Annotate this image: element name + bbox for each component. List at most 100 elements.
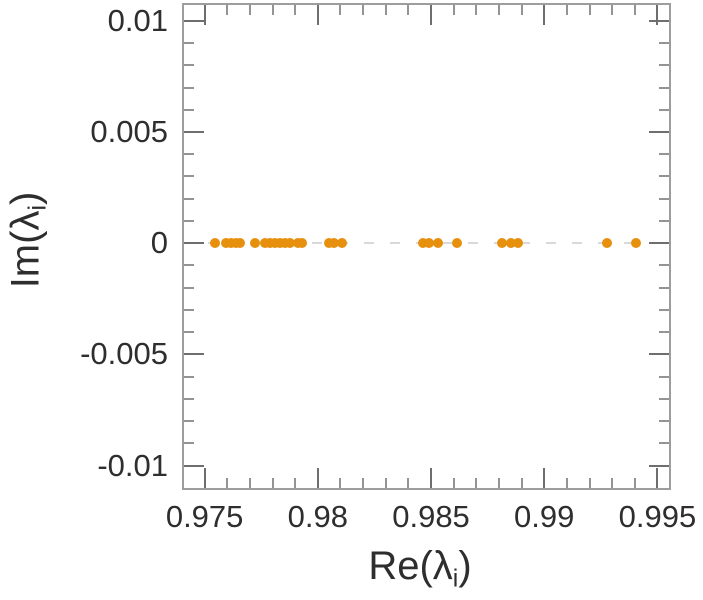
x-axis-tick (407, 478, 410, 490)
y-axis-tick-mirror (659, 86, 671, 89)
x-axis-tick (452, 478, 455, 490)
y-axis-tick (182, 64, 194, 67)
y-axis-tick-mirror (659, 442, 671, 445)
y-axis-tick-mirror (649, 464, 671, 467)
eigenvalue-point (512, 238, 523, 249)
y-axis-tick (182, 19, 204, 22)
x-axis-tick (475, 478, 478, 490)
x-axis-tick (271, 478, 274, 490)
eigenvalue-point (259, 238, 270, 249)
x-axis-tick-mirror (407, 3, 410, 15)
x-axis-tick (588, 478, 591, 490)
y-axis-tick (182, 42, 194, 45)
eigenvalue-point (506, 238, 517, 249)
y-tick-label: 0.01 (107, 2, 168, 38)
x-tick-label: 0.99 (514, 499, 575, 534)
y-axis-tick-mirror (659, 108, 671, 111)
x-axis-tick (248, 478, 251, 490)
eigenvalue-point (209, 238, 220, 249)
x-axis-tick (339, 478, 342, 490)
y-axis-title-prefix: Im( (3, 230, 48, 289)
x-tick-label: 0.98 (287, 499, 348, 534)
x-axis-tick (362, 478, 365, 490)
x-axis-title-subscript: i (452, 565, 459, 593)
x-axis-tick-mirror (203, 3, 206, 25)
x-axis-tick-mirror (362, 3, 365, 15)
eigenvalue-point (296, 238, 307, 249)
x-axis-tick (294, 478, 297, 490)
y-axis-tick (182, 464, 204, 467)
eigenvalue-point (497, 238, 508, 249)
y-axis-tick (182, 286, 194, 289)
x-axis-tick-mirror (430, 3, 433, 25)
y-axis-tick (182, 308, 194, 311)
y-tick-label: -0.005 (80, 336, 168, 372)
x-axis-tick-mirror (316, 3, 319, 25)
lambda-symbol: λ (3, 210, 48, 231)
y-axis-title-suffix: ) (3, 191, 48, 206)
y-axis-tick (182, 331, 194, 334)
y-axis-tick-mirror (659, 331, 671, 334)
y-axis-title: Im(λi) (3, 192, 52, 289)
x-axis-tick-mirror (271, 3, 274, 15)
y-axis-tick (182, 375, 194, 378)
x-axis-tick-mirror (611, 3, 614, 15)
plot-area (182, 3, 671, 490)
y-axis-tick-mirror (649, 242, 671, 245)
eigenvalue-point (418, 238, 429, 249)
x-axis-tick (656, 468, 659, 490)
y-axis-tick-mirror (659, 420, 671, 423)
y-axis-tick (182, 420, 194, 423)
x-axis-tick-mirror (294, 3, 297, 15)
y-axis-tick-mirror (659, 286, 671, 289)
y-tick-label: -0.01 (97, 447, 168, 483)
y-axis-tick-mirror (659, 42, 671, 45)
x-axis-title: Re(λi) (368, 544, 471, 593)
y-axis-tick (182, 86, 194, 89)
x-axis-tick-mirror (226, 3, 229, 15)
y-axis-tick-mirror (649, 19, 671, 22)
x-axis-tick-mirror (497, 3, 500, 15)
x-axis-tick-mirror (339, 3, 342, 15)
eigenvalue-point (284, 238, 295, 249)
x-axis-tick-mirror (565, 3, 568, 15)
y-tick-label: 0 (150, 225, 168, 261)
y-axis-title-subscript: i (24, 205, 52, 211)
eigenvalue-point (329, 238, 340, 249)
y-axis-tick-mirror (659, 375, 671, 378)
eigenvalue-point (235, 238, 246, 249)
x-axis-tick-mirror (588, 3, 591, 15)
eigenvalue-point (424, 238, 435, 249)
x-axis-tick (384, 478, 387, 490)
x-axis-tick (203, 468, 206, 490)
eigenvalue-point (631, 238, 642, 249)
x-axis-tick (611, 478, 614, 490)
x-axis-tick-mirror (475, 3, 478, 15)
eigenvalue-point (602, 238, 613, 249)
y-axis-tick (182, 397, 194, 400)
x-axis-tick (633, 478, 636, 490)
x-axis-tick-mirror (248, 3, 251, 15)
y-axis-tick-mirror (659, 308, 671, 311)
x-axis-tick-mirror (633, 3, 636, 15)
y-axis-tick (182, 197, 194, 200)
y-axis-tick (182, 353, 204, 356)
x-axis-title-suffix: ) (458, 544, 472, 588)
y-axis-tick (182, 242, 204, 245)
y-axis-tick-mirror (659, 64, 671, 67)
x-axis-tick (226, 478, 229, 490)
y-axis-tick (182, 108, 194, 111)
y-axis-tick (182, 219, 194, 222)
x-axis-tick-mirror (656, 3, 659, 25)
y-axis-tick (182, 175, 194, 178)
y-axis-tick-mirror (659, 153, 671, 156)
x-axis-tick-mirror (520, 3, 523, 15)
y-axis-tick-mirror (659, 175, 671, 178)
eigenvalue-point (433, 238, 444, 249)
eigenvalue-point (323, 238, 334, 249)
x-tick-label: 0.985 (392, 499, 470, 534)
eigenvalue-point (337, 238, 348, 249)
x-axis-tick (543, 468, 546, 490)
lambda-symbol: λ (432, 544, 453, 588)
y-axis-tick-mirror (659, 397, 671, 400)
